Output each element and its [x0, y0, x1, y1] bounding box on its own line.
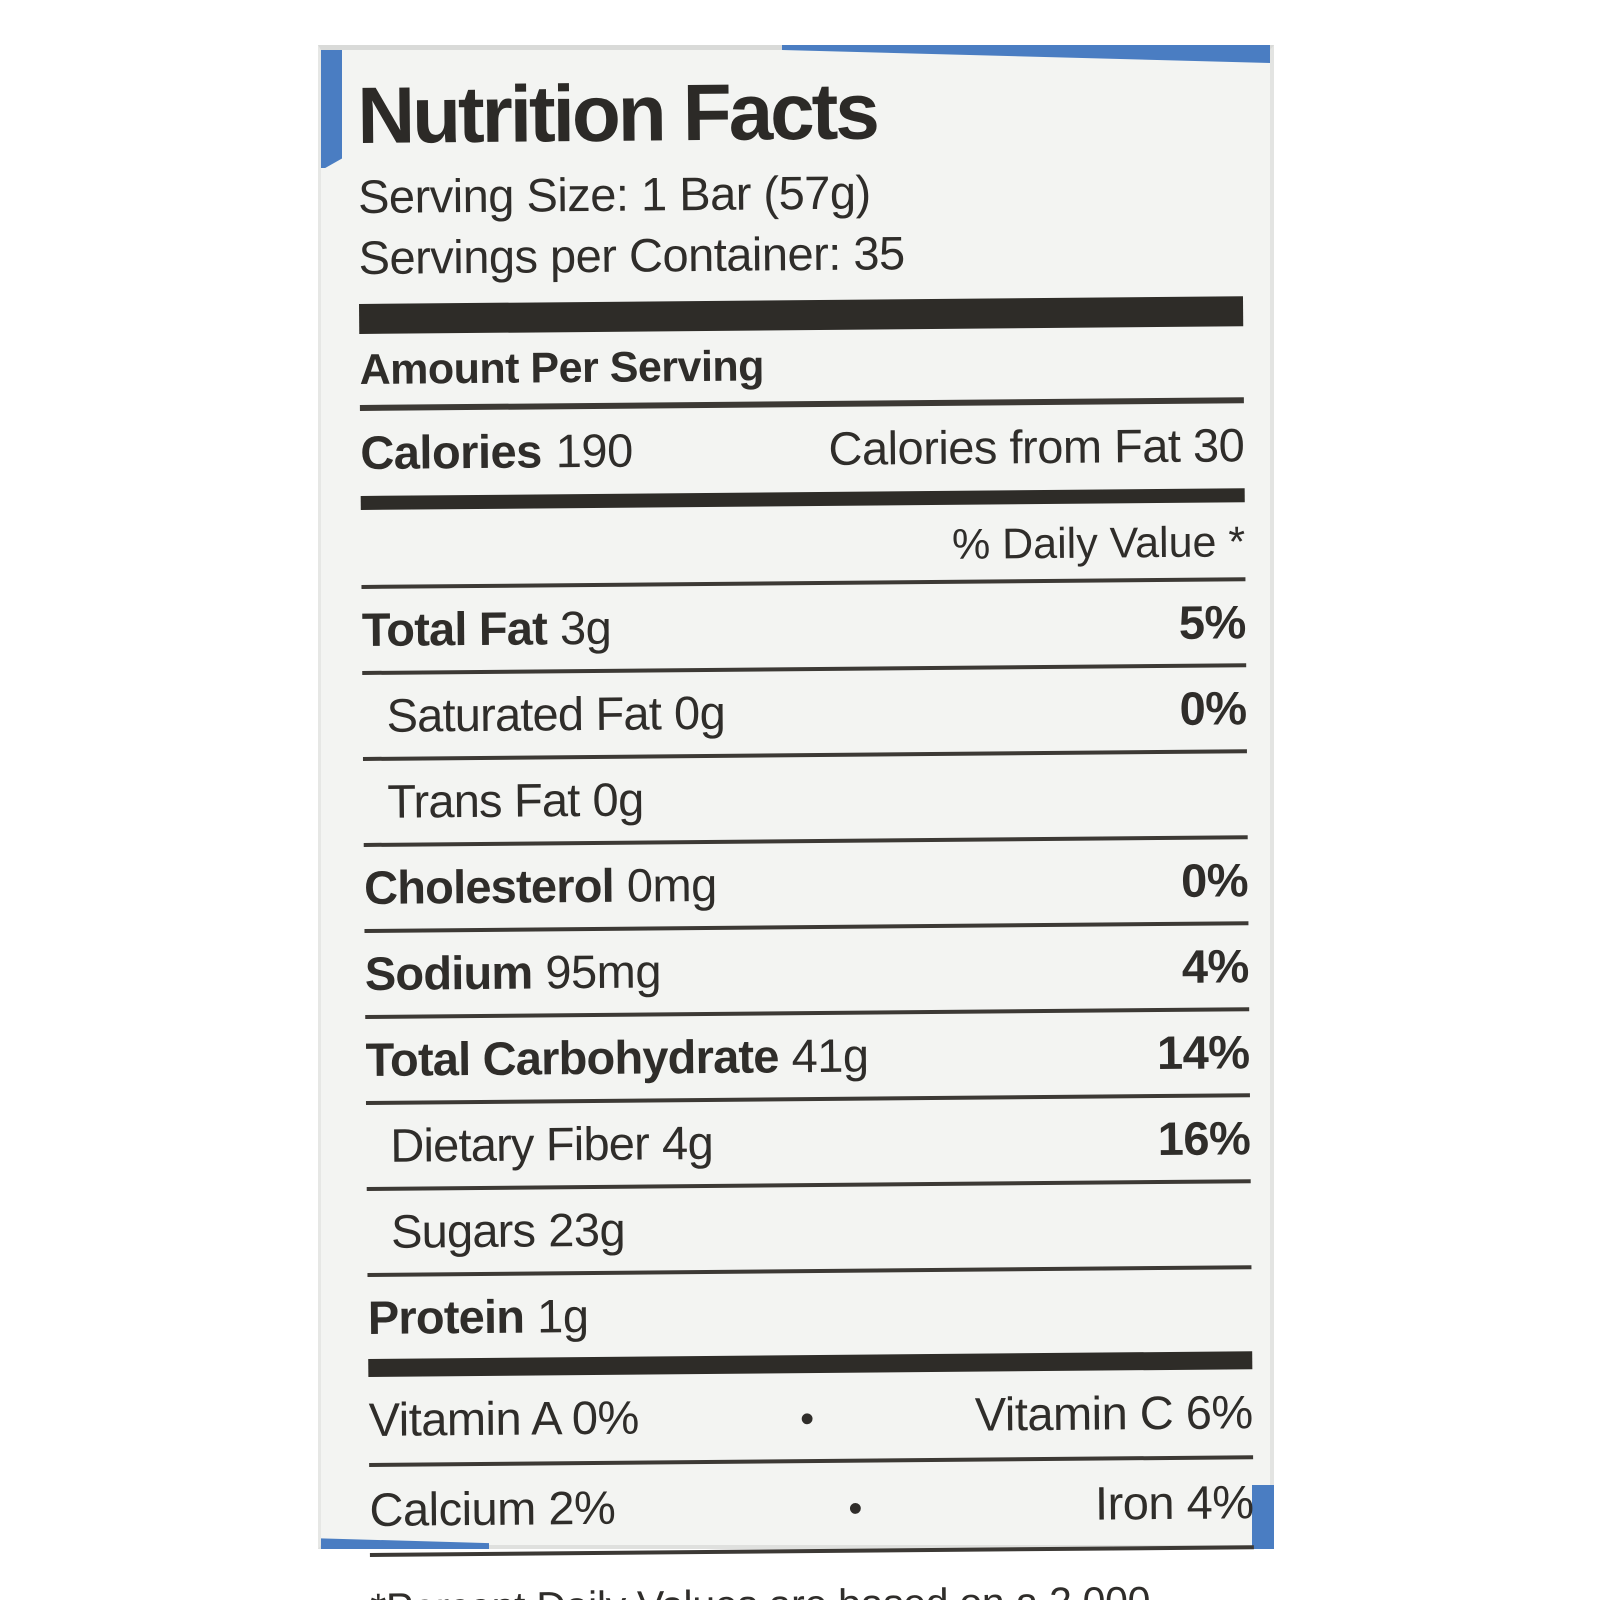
nutrient-row-trans-fat: Trans Fat 0g [363, 753, 1248, 843]
nutrient-row-cholesterol: Cholesterol 0mg 0% [364, 839, 1249, 929]
nutrient-amount: 0g [592, 772, 645, 827]
nutrient-daily-value: 4% [1181, 939, 1250, 994]
nutrient-name: Cholesterol [363, 858, 615, 915]
package-trim-top-right [782, 45, 1270, 63]
package-trim-bottom-left [321, 1538, 489, 1549]
micronutrient-left: Calcium 2% [369, 1480, 616, 1537]
nutrient-amount: 3g [559, 600, 612, 655]
nutrient-daily-value: 16% [1157, 1111, 1251, 1166]
micronutrient-right: Iron 4% [1094, 1475, 1254, 1530]
nutrient-daily-value: 0% [1180, 853, 1249, 908]
nutrient-amount: 0g [673, 685, 726, 740]
nutrient-row-saturated-fat: Saturated Fat 0g 0% [362, 667, 1247, 757]
nutrient-daily-value: 5% [1178, 595, 1247, 650]
nutrient-name: Saturated Fat [386, 686, 662, 742]
nutrient-daily-value: 0% [1179, 681, 1247, 736]
bullet-separator: • [799, 1397, 814, 1442]
calories-from-fat-value: 30 [1192, 418, 1245, 472]
micronutrient-row-vitamins: Vitamin A 0% • Vitamin C 6% [368, 1369, 1253, 1463]
nutrient-name: Sugars [390, 1203, 536, 1258]
package-trim-bottom-right [1252, 1485, 1274, 1549]
micronutrient-row-minerals: Calcium 2% • Iron 4% [369, 1459, 1254, 1553]
nutrient-row-protein: Protein 1g [367, 1269, 1252, 1359]
nutrient-row-sugars: Sugars 23g [367, 1183, 1252, 1273]
calories-from-fat: Calories from Fat 30 [828, 417, 1244, 476]
calories-from-fat-label: Calories from Fat [828, 419, 1181, 476]
nutrition-facts-panel: Nutrition Facts Serving Size: 1 Bar (57g… [357, 66, 1256, 1600]
daily-value-footnote: *Percent Daily Values are based on a 2,0… [370, 1573, 1256, 1600]
nutrient-row-sodium: Sodium 95mg 4% [364, 925, 1249, 1015]
servings-per-container-line: Servings per Container: 35 [358, 226, 905, 285]
footnote-line: *Percent Daily Values are based on a 2,0… [370, 1573, 1255, 1600]
nutrient-name: Trans Fat [387, 773, 580, 828]
serving-size-line: Serving Size: 1 Bar (57g) [357, 165, 871, 223]
nutrient-name: Total Carbohydrate [365, 1029, 779, 1087]
nutrition-label-photo: Nutrition Facts Serving Size: 1 Bar (57g… [318, 45, 1274, 1600]
nutrient-row-dietary-fiber: Dietary Fiber 4g 16% [366, 1097, 1251, 1187]
micronutrient-left: Vitamin A 0% [368, 1390, 640, 1447]
nutrient-daily-value: 14% [1156, 1025, 1250, 1080]
nutrient-name: Protein [367, 1289, 525, 1345]
nutrient-amount: 23g [547, 1202, 626, 1257]
nutrition-facts-title: Nutrition Facts [356, 66, 878, 160]
nutrient-amount: 4g [661, 1116, 714, 1170]
calories-value: 190 [555, 423, 633, 478]
nutrient-amount: 1g [536, 1289, 589, 1343]
nutrient-amount: 95mg [545, 944, 662, 999]
calories-row: Calories 190 Calories from Fat 30 [360, 403, 1245, 496]
calories-label: Calories [360, 424, 543, 480]
micronutrient-right: Vitamin C 6% [974, 1385, 1253, 1441]
nutrient-name: Total Fat [361, 601, 548, 657]
nutrient-amount: 41g [791, 1028, 869, 1083]
nutrient-name: Sodium [364, 945, 533, 1001]
nutrient-row-total-carbohydrate: Total Carbohydrate 41g 14% [365, 1011, 1250, 1101]
daily-value-header: % Daily Value * [951, 518, 1246, 570]
package-trim-top-left [321, 50, 342, 168]
nutrient-row-total-fat: Total Fat 3g 5% [361, 581, 1246, 671]
amount-per-serving-heading: Amount Per Serving [359, 342, 765, 395]
nutrient-name: Dietary Fiber [390, 1116, 650, 1172]
bullet-separator: • [848, 1486, 863, 1531]
nutrient-amount: 0mg [626, 858, 718, 912]
